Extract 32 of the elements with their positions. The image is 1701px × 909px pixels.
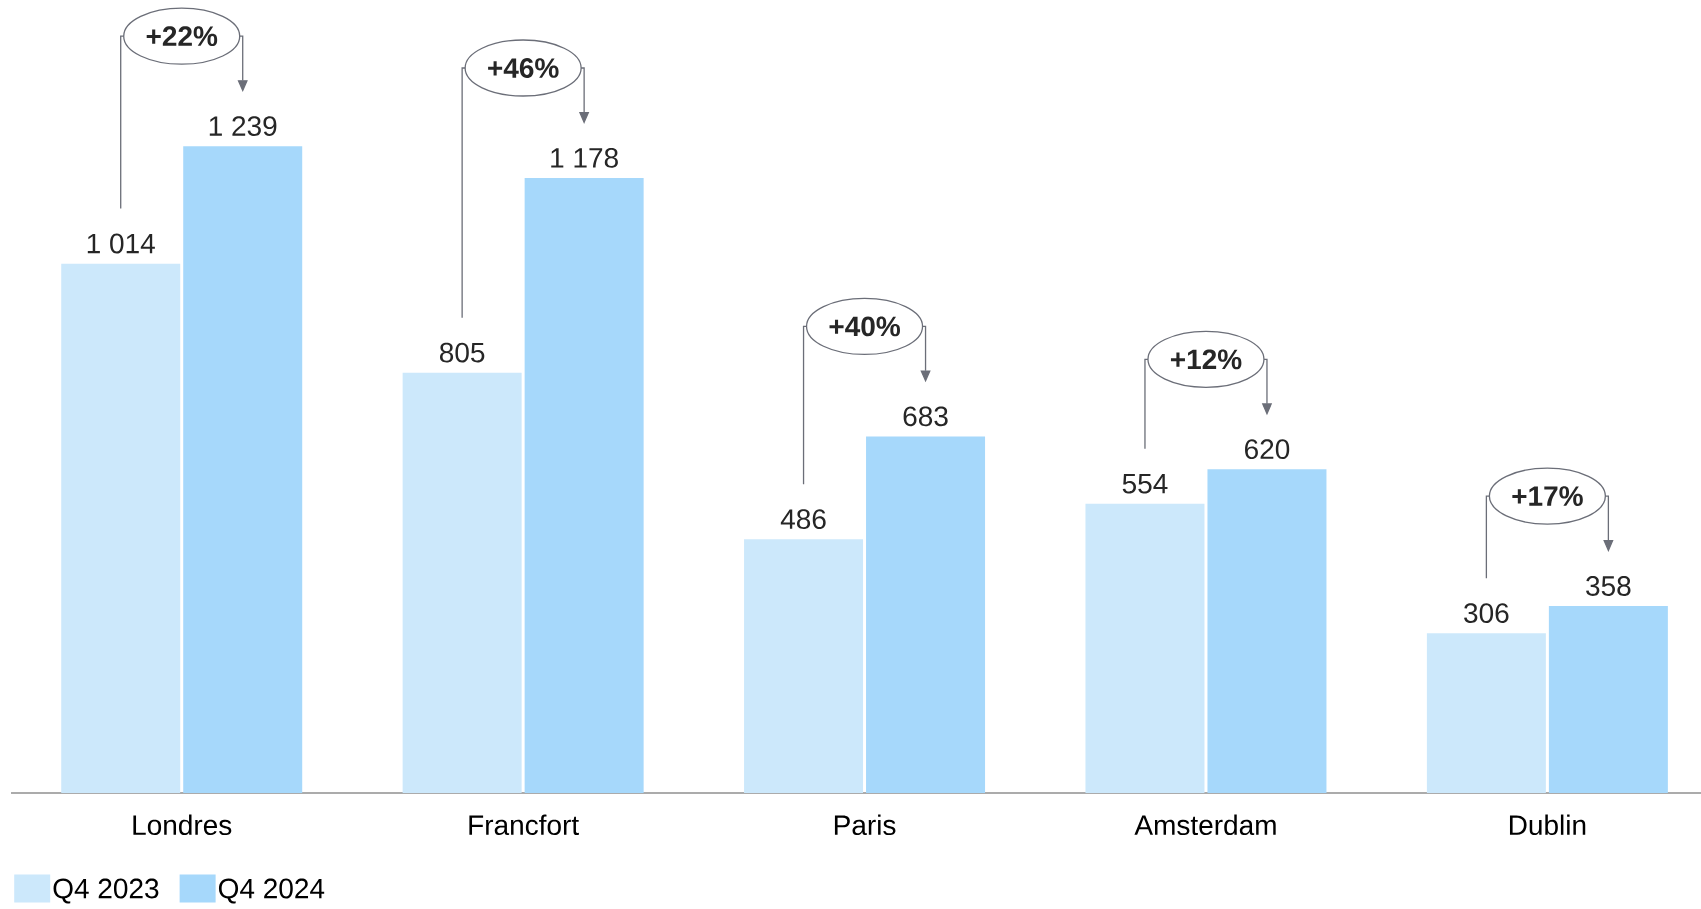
data-label: 554 — [1122, 474, 1168, 494]
legend-label: Q4 2023 — [53, 878, 159, 904]
annotation: +12% — [1170, 349, 1242, 370]
bar — [1548, 606, 1668, 793]
data-label: 1 239 — [209, 116, 277, 136]
annotation: +40% — [829, 316, 900, 337]
x-tick-label: Francfort — [469, 814, 579, 836]
bar — [1426, 633, 1546, 793]
data-label: 683 — [903, 406, 948, 427]
bar — [744, 539, 864, 793]
bar — [183, 146, 303, 793]
x-tick-label: Dublin — [1509, 814, 1586, 836]
annotation: +17% — [1512, 486, 1583, 506]
x-tick-label: Londres — [133, 814, 232, 836]
bar — [524, 178, 644, 793]
data-label: 1 178 — [551, 148, 618, 168]
data-label: 620 — [1245, 439, 1290, 460]
bar — [1207, 469, 1327, 793]
text: +46% — [488, 58, 559, 78]
bar — [1085, 503, 1205, 793]
bar — [61, 263, 181, 793]
text: +22% — [146, 26, 218, 47]
x-tick-label: Amsterdam — [1134, 814, 1276, 836]
x-tick-label: Paris — [834, 814, 896, 836]
legend-label: Q4 2024 — [218, 878, 325, 904]
bar — [402, 372, 522, 793]
data-label: 306 — [1464, 603, 1509, 624]
bar — [866, 436, 986, 793]
data-label: 486 — [780, 509, 826, 530]
data-label: 358 — [1586, 576, 1631, 596]
data-label: 805 — [440, 342, 485, 363]
data-label: 1 014 — [87, 233, 155, 254]
